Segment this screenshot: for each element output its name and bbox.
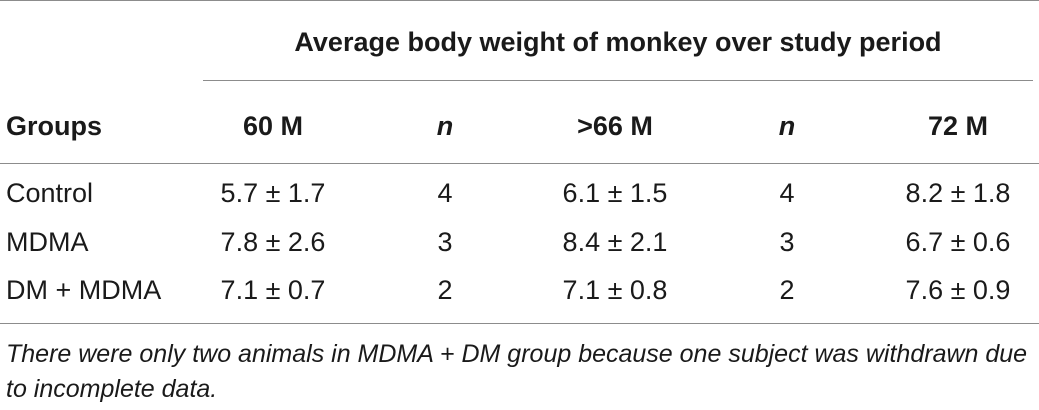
table-bottom-rule xyxy=(0,323,1039,324)
row-1-72m: 8.2 ± 1.8 xyxy=(905,178,1011,208)
row-1-n-1: 4 xyxy=(437,178,453,208)
super-header-rule xyxy=(203,80,1033,81)
table-footnote: There were only two animals in MDMA + DM… xyxy=(6,340,1028,403)
col-header-groups: Groups xyxy=(6,111,103,141)
col-header-n-1: n xyxy=(436,111,454,141)
row-1-group: Control xyxy=(6,178,94,208)
row-2-n-2: 3 xyxy=(779,227,795,257)
row-3-66m: 7.1 ± 0.8 xyxy=(562,275,668,305)
row-1-66m: 6.1 ± 1.5 xyxy=(562,178,668,208)
row-2-60m: 7.8 ± 2.6 xyxy=(220,227,326,257)
col-header-60m: 60 M xyxy=(242,111,304,141)
row-3-60m: 7.1 ± 0.7 xyxy=(220,275,326,305)
row-2-72m: 6.7 ± 0.6 xyxy=(905,227,1011,257)
col-header-66m: >66 M xyxy=(577,111,653,141)
row-1-60m: 5.7 ± 1.7 xyxy=(220,178,326,208)
row-2-n-1: 3 xyxy=(437,227,453,257)
row-3-72m: 7.6 ± 0.9 xyxy=(905,275,1011,305)
table-top-rule xyxy=(0,0,1039,1)
row-2-group: MDMA xyxy=(6,227,89,257)
header-bottom-rule xyxy=(0,163,1039,164)
row-1-n-2: 4 xyxy=(779,178,795,208)
row-2-66m: 8.4 ± 2.1 xyxy=(562,227,668,257)
col-header-n-2: n xyxy=(778,111,796,141)
col-header-72m: 72 M xyxy=(927,111,989,141)
row-3-group: DM + MDMA xyxy=(6,275,162,305)
super-header: Average body weight of monkey over study… xyxy=(294,27,942,57)
row-3-n-2: 2 xyxy=(779,275,795,305)
row-3-n-1: 2 xyxy=(437,275,453,305)
